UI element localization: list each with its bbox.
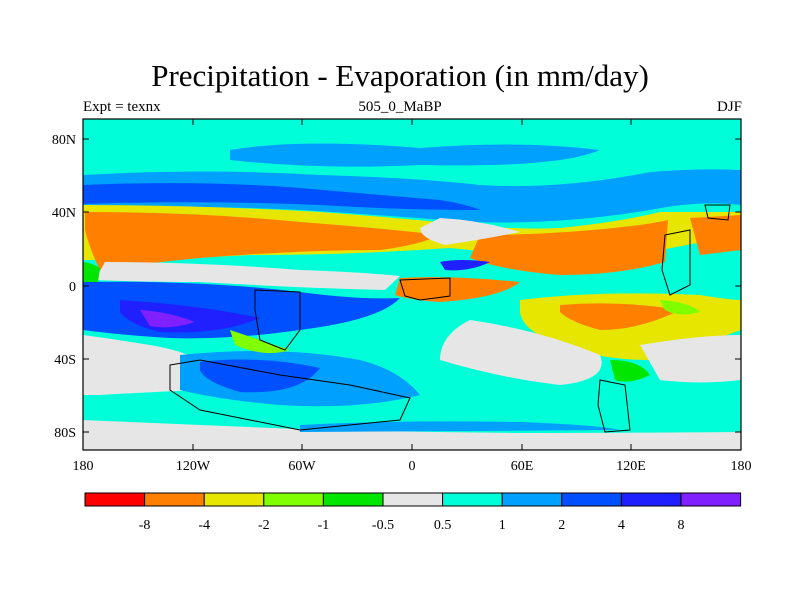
grey-s35-mid: [440, 320, 602, 385]
legend-swatch-7: [501, 492, 563, 507]
band-n80-light-blue: [230, 143, 600, 167]
coastline-2: [399, 277, 451, 301]
green-s40-east: [610, 360, 650, 382]
band-s20-orange: [560, 303, 680, 330]
band-s50-blue: [200, 359, 320, 393]
green-s35-west: [230, 330, 290, 354]
band-n50-light-blue: [83, 169, 741, 223]
coastline-5: [597, 379, 631, 433]
lon-tick-label-5: 120E: [616, 459, 646, 474]
coastline-4: [169, 359, 411, 431]
green-west-edge: [83, 262, 100, 282]
band-n50-blue: [83, 183, 480, 210]
lon-tick-label-3: 0: [409, 459, 416, 474]
legend-label-5: 0.5: [434, 518, 452, 533]
legend-swatch-8: [561, 492, 622, 507]
legend-swatch-10: [680, 492, 742, 507]
legend-swatch-3: [263, 492, 324, 507]
band-n20-orange-east: [470, 220, 668, 275]
lat-tick-label-0: 80N: [52, 133, 76, 148]
lon-tick-label-2: 60W: [288, 459, 316, 474]
lat-tick-label-1: 40N: [52, 206, 76, 221]
green-s20-east: [660, 300, 700, 315]
lon-tick-label-6: 180: [731, 459, 752, 474]
legend-swatch-4: [322, 492, 384, 507]
legend-label-8: 4: [618, 518, 625, 533]
lat-tick-label-4: 80S: [54, 426, 76, 441]
coastline-3: [661, 229, 691, 296]
legend-label-1: -4: [198, 518, 210, 533]
legend-label-9: 8: [678, 518, 685, 533]
coastline-1: [254, 289, 301, 351]
legend-label-7: 2: [558, 518, 565, 533]
legend-swatch-9: [620, 492, 682, 507]
legend-swatch-0: [84, 492, 146, 507]
coastline-6: [704, 204, 731, 221]
legend-swatch-1: [144, 492, 205, 507]
band-n25-orange-west: [85, 212, 440, 270]
legend-label-3: -1: [318, 518, 330, 533]
grey-s40-west: [83, 335, 200, 395]
legend-swatch-6: [442, 492, 503, 507]
lat-tick-label-3: 40S: [54, 353, 76, 368]
season-label: DJF: [716, 99, 742, 115]
plot-title: Precipitation - Evaporation (in mm/day): [151, 58, 649, 93]
legend-label-4: -0.5: [372, 518, 394, 533]
lon-tick-label-4: 60E: [511, 459, 534, 474]
experiment-label: Expt = texnx: [83, 99, 161, 115]
lon-axis: 180 120W 60W 0 60E 120E 180: [73, 119, 752, 474]
legend-swatch-2: [203, 492, 265, 507]
band-eq-violet: [140, 310, 195, 328]
lat-tick-label-2: 0: [69, 280, 76, 295]
orange-eq-tongue: [395, 277, 520, 302]
legend-label-2: -2: [258, 518, 270, 533]
grey-n5: [95, 262, 400, 290]
run-label: 505_0_MaBP: [358, 99, 442, 115]
legend-swatch-5: [382, 492, 444, 507]
band-s75-light-blue: [300, 421, 620, 432]
lon-tick-label-0: 180: [73, 459, 94, 474]
band-n25-orange-far-east: [690, 215, 741, 255]
legend-label-0: -8: [139, 518, 151, 533]
color-legend: -8 -4 -2 -1 -0.5 0.5 1 2 4 8: [84, 492, 742, 533]
grey-s40-east: [640, 335, 741, 383]
lon-tick-label-1: 120W: [176, 459, 211, 474]
legend-label-6: 1: [499, 518, 506, 533]
grey-s80: [83, 420, 741, 450]
blue-eq-cell: [440, 260, 490, 271]
grey-n20: [420, 218, 520, 245]
map-field: [83, 119, 741, 450]
lat-axis: 80N 40N 0 40S 80S: [52, 133, 741, 441]
